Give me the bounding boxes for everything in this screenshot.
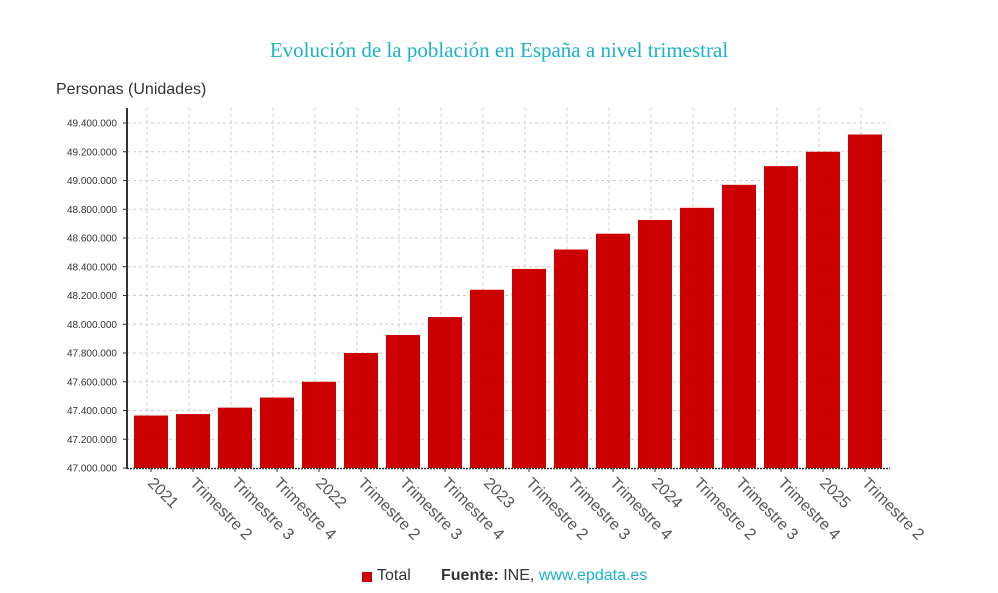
- legend-label-total: Total: [377, 567, 411, 584]
- x-tick-label: 2023: [480, 475, 517, 512]
- x-tick-label: 2024: [648, 475, 685, 512]
- bars: [134, 134, 882, 469]
- bar-18[interactable]: [848, 134, 882, 469]
- bar-10[interactable]: [512, 268, 546, 468]
- y-tick-label: 48.600.000: [67, 234, 117, 245]
- bar-16[interactable]: [764, 166, 798, 468]
- chart-title: Evolución de la población en España a ni…: [269, 38, 729, 62]
- legend-swatch-total: [362, 572, 372, 582]
- bar-11[interactable]: [554, 249, 588, 469]
- bar-15[interactable]: [722, 184, 756, 468]
- x-tick-label: 2025: [816, 475, 853, 512]
- bar-12[interactable]: [596, 233, 630, 468]
- y-tick-label: 47.200.000: [67, 435, 117, 446]
- bar-14[interactable]: [680, 207, 714, 468]
- bar-17[interactable]: [806, 151, 840, 468]
- x-tick-label: Trimestre 2: [858, 475, 927, 544]
- bar-chart: 47.000.000 47.200.000 47.400.000 47.600.000…: [67, 108, 927, 544]
- y-axis-label: Personas (Unidades): [56, 81, 207, 98]
- bar-1[interactable]: [134, 415, 168, 468]
- y-tick-label: 49.400.000: [67, 119, 117, 130]
- source-value: INE,: [503, 567, 535, 584]
- bar-3[interactable]: [218, 407, 252, 468]
- y-tick-label: 47.400.000: [67, 406, 117, 417]
- bar-8[interactable]: [428, 317, 462, 468]
- y-tick-label: 47.000.000: [67, 464, 117, 475]
- source-link[interactable]: www.epdata.es: [538, 567, 648, 584]
- bar-4[interactable]: [260, 397, 294, 468]
- y-tick-label: 48.400.000: [67, 262, 117, 273]
- y-tick-label: 49.000.000: [67, 176, 117, 187]
- bar-2[interactable]: [176, 414, 210, 468]
- bar-5[interactable]: [302, 381, 336, 468]
- bar-9[interactable]: [470, 289, 504, 468]
- legend: Total Fuente: INE, www.epdata.es: [0, 567, 998, 587]
- axes: [123, 108, 890, 472]
- y-tick-label: 47.800.000: [67, 349, 117, 360]
- x-tick-label: 2021: [144, 475, 181, 512]
- bar-6[interactable]: [344, 353, 378, 468]
- y-tick-label: 48.200.000: [67, 291, 117, 302]
- bar-13[interactable]: [638, 220, 672, 468]
- y-tick-labels: 47.000.000 47.200.000 47.400.000 47.600.000…: [67, 119, 117, 475]
- y-tick-label: 49.200.000: [67, 147, 117, 158]
- y-tick-label: 48.800.000: [67, 205, 117, 216]
- bar-7[interactable]: [386, 335, 420, 468]
- x-tick-label: 2022: [312, 475, 349, 512]
- source-credit: Fuente: INE, www.epdata.es: [441, 567, 647, 585]
- source-label: Fuente:: [441, 567, 499, 584]
- y-tick-label: 47.600.000: [67, 377, 117, 388]
- y-tick-label: 48.000.000: [67, 320, 117, 331]
